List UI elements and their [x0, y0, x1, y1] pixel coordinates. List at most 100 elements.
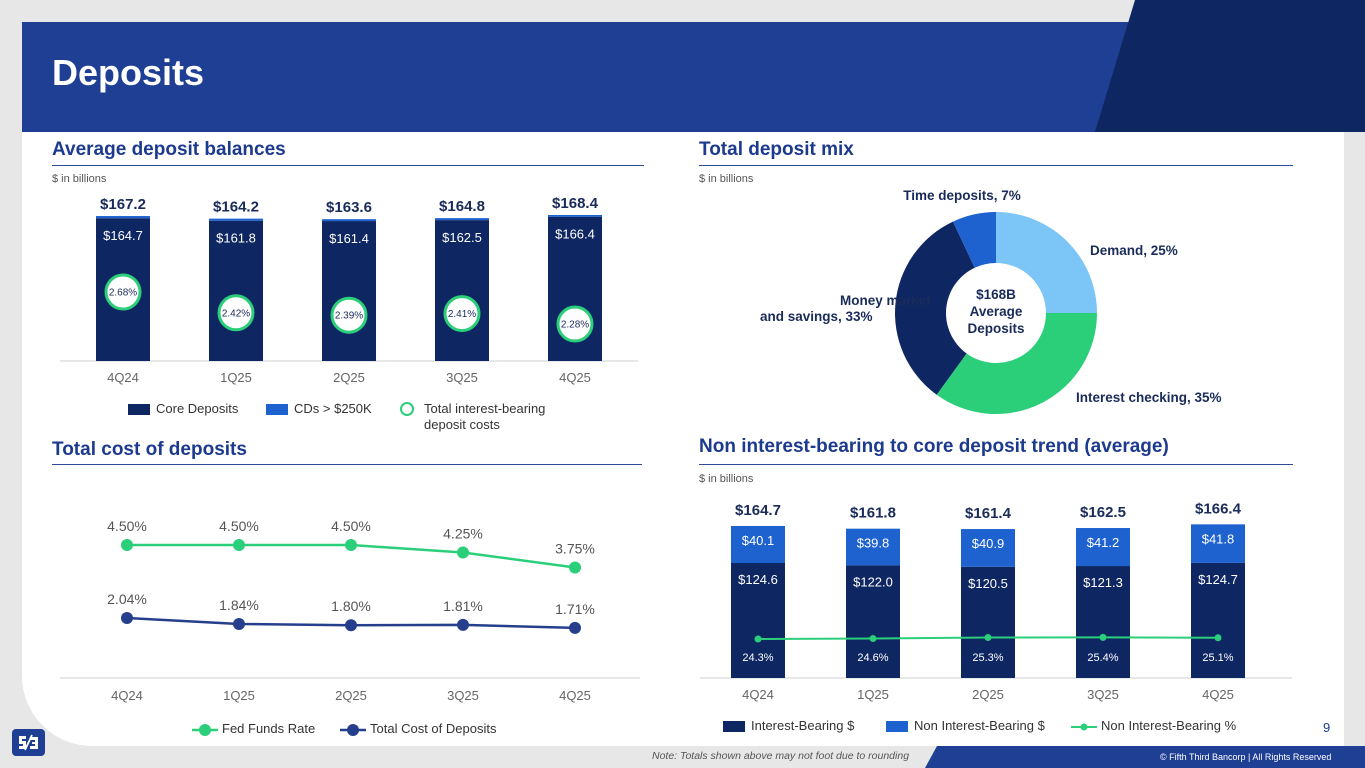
- cost-of-deposits-point: [345, 619, 357, 632]
- nib-legend-pct: Non Interest-Bearing %: [1071, 718, 1236, 734]
- fed-funds-point: [457, 546, 469, 559]
- interest-bearing-bar: [731, 563, 785, 678]
- fed-funds-value-label: 3.75%: [555, 541, 595, 557]
- bar-total-label: $161.4: [965, 505, 1012, 522]
- deposit-mix-chart: Demand, 25% Interest checking, 35% Money m…: [760, 188, 1222, 414]
- pie-slice: [894, 221, 975, 395]
- nib-pct-label: 24.3%: [742, 652, 773, 664]
- cost-legend-fed: Fed Funds Rate: [192, 721, 315, 737]
- cost-of-deposits-value-label: 1.81%: [443, 598, 483, 614]
- nib-legend-ib: Interest-Bearing $: [723, 718, 854, 733]
- avg-balances-subtitle: $ in billions: [52, 173, 107, 185]
- nib-trend-title: Non interest-bearing to core deposit tre…: [699, 436, 1169, 457]
- fed-funds-value-label: 4.25%: [443, 526, 483, 542]
- nib-pct-point: [1099, 633, 1107, 641]
- pct-line-swatch: [1071, 723, 1097, 731]
- cds-bar: [322, 219, 376, 222]
- core-deposits-swatch: [128, 404, 150, 416]
- cost-of-deposits-point: [569, 621, 581, 634]
- nib-value-label: $41.2: [1087, 535, 1120, 550]
- nib-swatch: [886, 721, 908, 733]
- x-tick-label: 3Q25: [1087, 687, 1119, 702]
- fed-funds-value-label: 4.50%: [107, 518, 147, 534]
- deposit-mix-subtitle: $ in billions: [699, 173, 754, 185]
- nib-trend-rule: [699, 464, 1293, 465]
- cds-bar: [209, 218, 263, 221]
- non-interest-bearing-bar: [731, 526, 785, 563]
- bar-total-label: $168.4: [552, 195, 599, 212]
- rate-value-label: 2.42%: [222, 308, 250, 319]
- x-tick-label: 2Q25: [335, 688, 367, 703]
- x-tick-label: 4Q25: [559, 370, 591, 385]
- cost-of-deposits-rule: [52, 464, 642, 465]
- nib-legend-label: Non Interest-Bearing $: [914, 718, 1045, 733]
- fed-line-swatch: [192, 723, 218, 736]
- nib-value-label: $41.8: [1202, 531, 1235, 546]
- ib-value-label: $124.6: [738, 572, 778, 587]
- interest-bearing-bar: [846, 565, 900, 678]
- fed-funds-point: [121, 539, 133, 551]
- x-tick-label: 1Q25: [857, 687, 889, 702]
- x-tick-label: 3Q25: [446, 370, 478, 385]
- x-tick-label: 3Q25: [447, 688, 479, 703]
- cost-of-deposits-value-label: 1.71%: [555, 601, 595, 617]
- pie-slice-label: Interest checking, 35%: [1076, 390, 1222, 405]
- ib-value-label: $122.0: [853, 574, 893, 589]
- rate-value-label: 2.28%: [561, 320, 589, 331]
- fed-funds-point: [569, 561, 581, 574]
- nib-pct-point: [754, 635, 762, 643]
- cds-bar: [548, 215, 602, 217]
- cds-legend-label: CDs > $250K: [294, 401, 372, 416]
- rate-marker: [556, 305, 594, 343]
- deposit-mix-title: Total deposit mix: [699, 139, 854, 160]
- fed-funds-point: [233, 539, 245, 551]
- nib-pct-point: [1214, 634, 1222, 642]
- pie-slice-label: Demand, 25%: [1090, 243, 1178, 258]
- ib-swatch: [723, 721, 745, 733]
- bar-total-label: $162.5: [1080, 504, 1126, 521]
- rate-value-label: 2.68%: [109, 288, 137, 299]
- nib-value-label: $39.8: [857, 536, 890, 551]
- rate-legend-label: Total interest-bearing deposit costs: [424, 401, 546, 432]
- pct-legend-label: Non Interest-Bearing %: [1101, 718, 1237, 733]
- core-deposits-legend-label: Core Deposits: [156, 401, 239, 416]
- avg-balances-rule: [52, 165, 644, 166]
- pie-slice: [936, 313, 1097, 414]
- ib-value-label: $121.3: [1083, 575, 1123, 590]
- cost-of-deposits-point: [457, 618, 469, 631]
- x-tick-label: 1Q25: [223, 688, 255, 703]
- fifth-third-logo-icon: [12, 729, 45, 756]
- rate-marker: [104, 273, 142, 311]
- rate-value-label: 2.41%: [448, 309, 476, 320]
- bar-total-label: $164.2: [213, 199, 259, 216]
- nib-value-label: $40.9: [972, 536, 1005, 551]
- footer-copyright: © Fifth Third Bancorp | All Rights Reser…: [1160, 752, 1332, 762]
- cost-of-deposits-value-label: 2.04%: [107, 591, 147, 607]
- ib-legend-label: Interest-Bearing $: [751, 718, 855, 733]
- avg-balances-legend-cds: CDs > $250K: [266, 401, 372, 416]
- avg-balances-chart: $167.2 $164.7 2.68% 4Q24 $164.2 $161.8 2.42% 1Q…: [60, 195, 638, 385]
- pie-slice-label: Money market and savings, 33%: [760, 293, 931, 324]
- core-deposits-bar: [209, 220, 263, 361]
- nib-pct-point: [869, 635, 877, 643]
- x-tick-label: 4Q24: [111, 688, 143, 703]
- avg-balances-legend-rate: Total interest-bearing deposit costs: [400, 401, 600, 433]
- interest-bearing-bar: [1076, 566, 1130, 678]
- donut-center-amount: $168B: [976, 287, 1016, 302]
- core-value-label: $162.5: [442, 230, 482, 245]
- fed-funds-value-label: 4.50%: [331, 518, 371, 534]
- bar-total-label: $164.8: [439, 198, 485, 215]
- rate-value-label: 2.39%: [335, 311, 363, 322]
- core-value-label: $161.4: [329, 231, 369, 246]
- bar-total-label: $161.8: [850, 505, 896, 522]
- rate-ring-swatch: [400, 402, 414, 416]
- nib-pct-label: 25.4%: [1087, 652, 1118, 664]
- rate-marker: [443, 295, 481, 333]
- core-value-label: $161.8: [216, 231, 256, 246]
- bar-total-label: $163.6: [326, 199, 372, 216]
- cost-of-deposits-title: Total cost of deposits: [52, 439, 247, 460]
- core-value-label: $166.4: [555, 227, 595, 242]
- nib-legend-nib: Non Interest-Bearing $: [886, 718, 1045, 733]
- logo-glyph-icon: [19, 734, 38, 751]
